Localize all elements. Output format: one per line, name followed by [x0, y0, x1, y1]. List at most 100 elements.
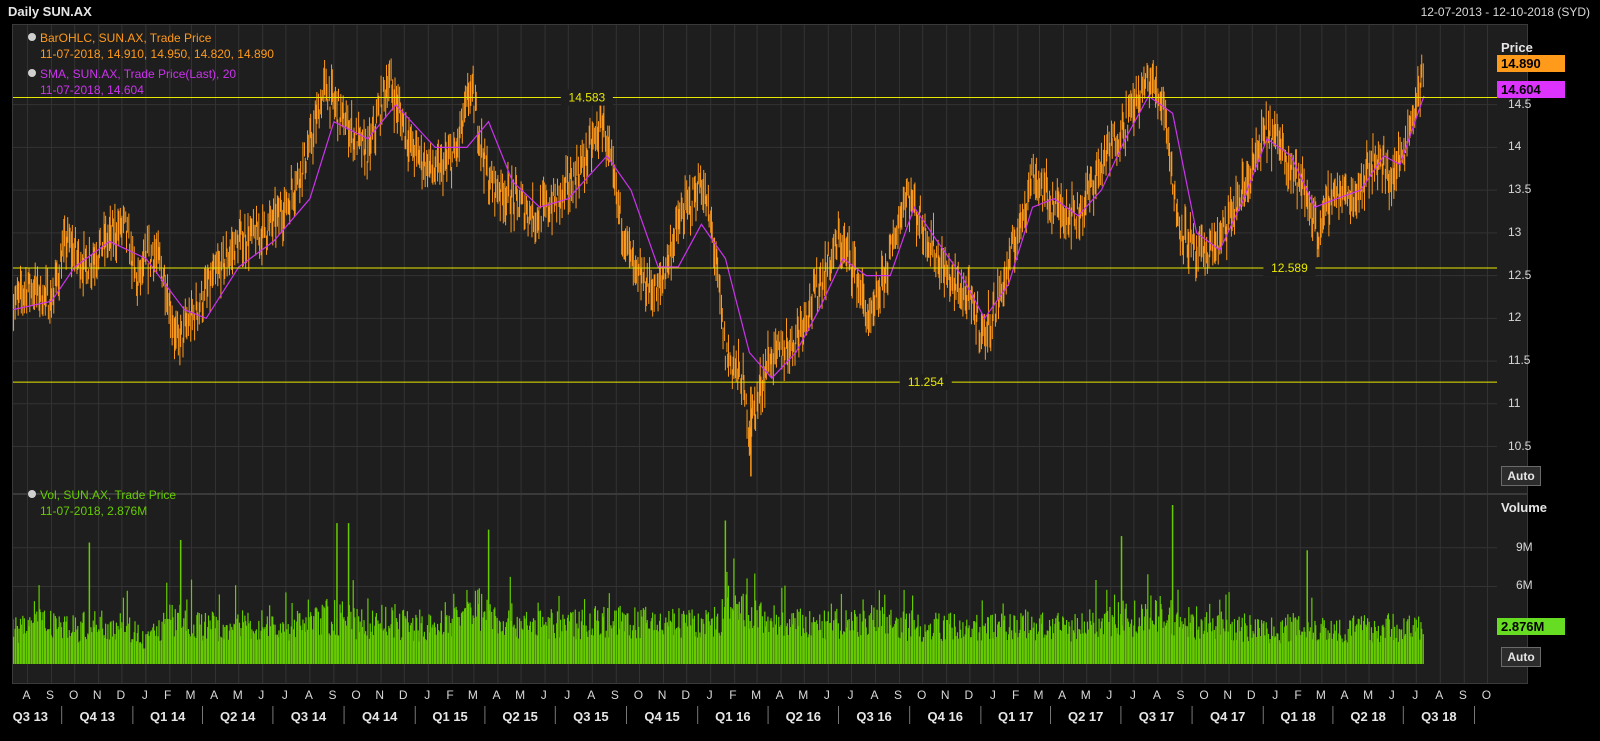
reference-label-bg — [560, 89, 613, 106]
month-label: O — [69, 688, 78, 702]
quarter-label: Q3 15 — [573, 709, 608, 724]
volume-legend[interactable]: Vol, SUN.AX, Trade Price 11-07-2018, 2.8… — [28, 487, 176, 519]
month-label: J — [282, 688, 288, 702]
price-panel[interactable]: 14.583 12.589 11.254 — [12, 24, 1528, 494]
month-label: N — [93, 688, 102, 702]
sma-legend[interactable]: SMA, SUN.AX, Trade Price(Last), 20 11-07… — [28, 66, 236, 98]
quarter-label: Q2 15 — [502, 709, 537, 724]
month-label: M — [233, 688, 243, 702]
month-label: M — [468, 688, 478, 702]
month-label: F — [446, 688, 453, 702]
month-label: M — [515, 688, 525, 702]
month-label: A — [210, 688, 218, 702]
value-axis-strip[interactable] — [1528, 24, 1600, 684]
month-label: J — [1389, 688, 1395, 702]
month-label: A — [305, 688, 313, 702]
month-label: A — [1435, 688, 1443, 702]
volume-tick-label: 9M — [1516, 539, 1533, 554]
price-tick-label: 13 — [1508, 224, 1522, 239]
month-label: F — [1012, 688, 1019, 702]
reference-label-bg — [1263, 259, 1316, 276]
month-label: D — [965, 688, 974, 702]
price-plot[interactable]: 14.583 12.589 11.254 — [13, 25, 1527, 493]
price-tick-label: 12 — [1508, 310, 1522, 325]
month-label: M — [1316, 688, 1326, 702]
price-tick-label: 14 — [1508, 139, 1522, 154]
quarter-label: Q3 13 — [13, 709, 48, 724]
month-label: J — [824, 688, 830, 702]
last-price-tag: 14.890 — [1497, 55, 1565, 72]
reference-label-bg — [899, 374, 952, 391]
month-label: F — [729, 688, 736, 702]
month-label: A — [587, 688, 595, 702]
legend-handle-icon[interactable] — [28, 33, 36, 41]
month-label: J — [1272, 688, 1278, 702]
month-label: D — [1247, 688, 1256, 702]
last-volume-tag: 2.876M — [1497, 618, 1565, 635]
month-label: N — [941, 688, 950, 702]
date-range: 12-07-2013 - 12-10-2018 (SYD) — [1420, 5, 1590, 19]
month-label: M — [1081, 688, 1091, 702]
price-tick-label: 13.5 — [1508, 182, 1532, 197]
month-label: A — [492, 688, 500, 702]
quarter-label: Q3 14 — [291, 709, 327, 724]
quarter-label: Q1 18 — [1280, 709, 1315, 724]
quarter-label: Q1 15 — [432, 709, 467, 724]
price-tick-label: 12.5 — [1508, 267, 1532, 282]
quarter-label: Q4 13 — [80, 709, 115, 724]
month-label: J — [1130, 688, 1136, 702]
sma-legend-values: 11-07-2018, 14.604 — [40, 83, 144, 97]
price-tick-label: 10.5 — [1508, 438, 1532, 453]
quarter-label: Q4 14 — [362, 709, 398, 724]
price-axis-title: Price — [1501, 40, 1533, 55]
month-label: J — [707, 688, 713, 702]
quarter-label: Q4 17 — [1210, 709, 1245, 724]
month-label: S — [1459, 688, 1467, 702]
month-label: N — [375, 688, 384, 702]
month-label: J — [1412, 688, 1418, 702]
sma-line — [13, 95, 1425, 380]
month-label: M — [1363, 688, 1373, 702]
volume-auto-scale-button[interactable]: Auto — [1501, 647, 1541, 667]
volume-axis-title: Volume — [1501, 500, 1547, 515]
volume-plot[interactable] — [13, 495, 1527, 683]
month-label: N — [658, 688, 667, 702]
ohlc-legend-name: BarOHLC, SUN.AX, Trade Price — [40, 31, 212, 45]
quarter-label: Q2 16 — [786, 709, 821, 724]
month-label: F — [1294, 688, 1301, 702]
month-label: S — [328, 688, 336, 702]
month-label: D — [117, 688, 126, 702]
month-label: O — [634, 688, 643, 702]
month-label: J — [1106, 688, 1112, 702]
title-bar: Daily SUN.AX 12-07-2013 - 12-10-2018 (SY… — [0, 0, 1600, 24]
sma-legend-name: SMA, SUN.AX, Trade Price(Last), 20 — [40, 67, 237, 81]
reference-line-label: 11.254 — [908, 375, 944, 389]
price-tick-label: 11.5 — [1508, 353, 1531, 368]
quarter-label: Q3 16 — [856, 709, 891, 724]
month-label: S — [894, 688, 902, 702]
legend-handle-icon[interactable] — [28, 490, 36, 498]
volume-series — [13, 505, 1424, 664]
month-label: F — [164, 688, 171, 702]
reference-line-label: 12.589 — [1271, 261, 1308, 275]
month-label: A — [776, 688, 784, 702]
legend-handle-icon[interactable] — [28, 69, 36, 77]
month-label: M — [185, 688, 195, 702]
price-auto-scale-button[interactable]: Auto — [1501, 466, 1541, 486]
volume-tick-label: 6M — [1516, 578, 1533, 593]
month-label: M — [798, 688, 808, 702]
month-label: J — [258, 688, 264, 702]
month-label: A — [870, 688, 878, 702]
price-tick-label: 11 — [1508, 395, 1521, 410]
month-label: S — [611, 688, 619, 702]
month-label: O — [1482, 688, 1491, 702]
sma-value-tag: 14.604 — [1497, 81, 1565, 98]
chart-title: Daily SUN.AX — [8, 4, 92, 19]
ohlc-legend[interactable]: BarOHLC, SUN.AX, Trade Price 11-07-2018,… — [28, 30, 274, 62]
month-label: J — [564, 688, 570, 702]
month-label: J — [142, 688, 148, 702]
volume-panel[interactable] — [12, 494, 1528, 684]
volume-legend-values: 11-07-2018, 2.876M — [40, 504, 148, 518]
